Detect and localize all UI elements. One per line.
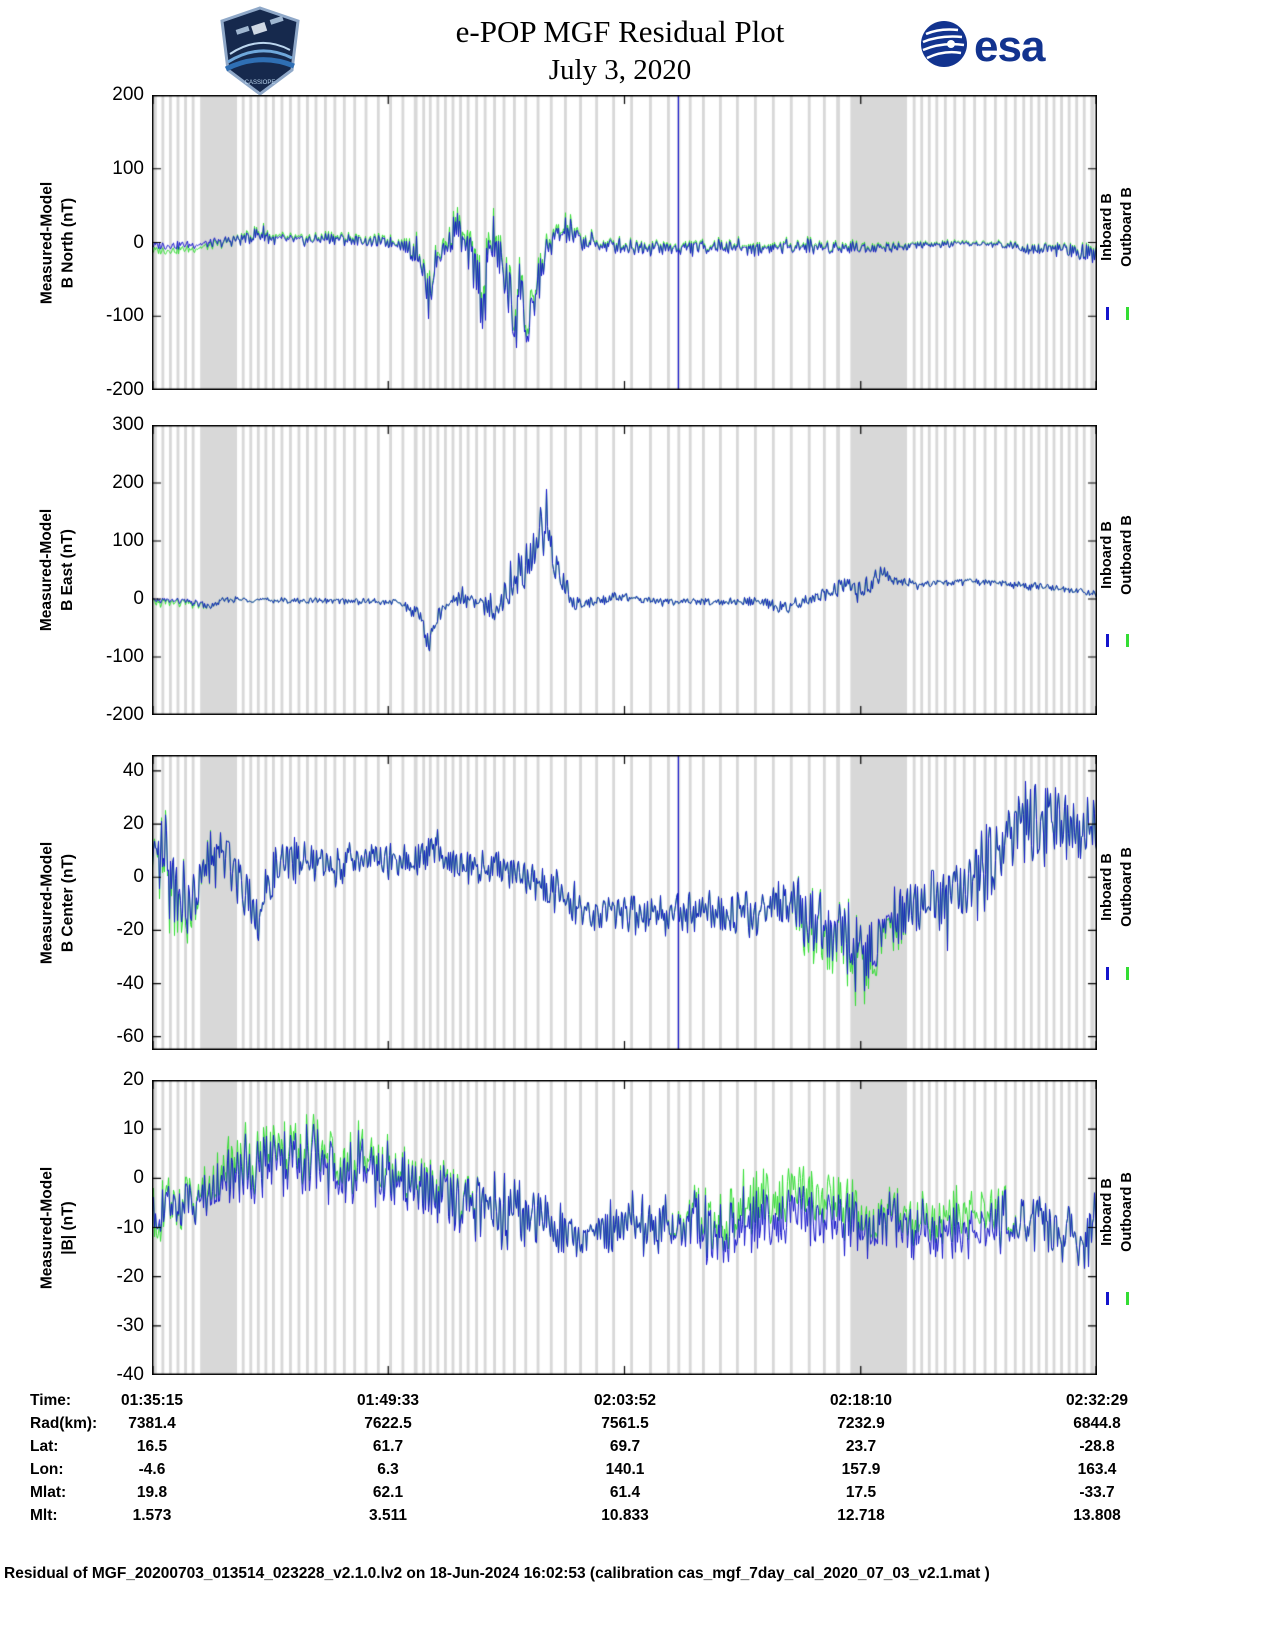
plot-panel-1 [152,425,1097,715]
table-cell: 6844.8 [1073,1415,1121,1432]
y-tick-label: 20 [122,813,144,835]
table-cell: 1.573 [132,1507,172,1524]
table-row-label: Lat: [30,1438,59,1455]
table-cell: 17.5 [845,1484,877,1501]
y-axis-label: Measured-Model B Center (nT) [38,841,76,964]
table-cell: 01:35:15 [120,1392,184,1409]
plot-panel-0 [152,95,1097,390]
plot-title: e-POP MGF Residual Plot [455,14,785,49]
table-cell: 7381.4 [128,1415,176,1432]
esa-logo: esa [920,20,1045,73]
legend-outboard-marker [1126,633,1129,647]
legend-inboard-marker [1106,967,1109,981]
y-tick-label: 200 [112,84,144,105]
table-cell: 61.7 [372,1438,404,1455]
table-cell: 02:18:10 [829,1392,893,1409]
table-row-label: Lon: [30,1461,64,1478]
y-tick-label: -20 [116,1265,144,1287]
y-tick-label: 0 [133,866,144,888]
table-cell: 16.5 [136,1438,168,1455]
y-axis-label: Measured-Model B East (nT) [38,508,76,632]
table-cell: 69.7 [609,1438,641,1455]
table-cell: -28.8 [1079,1438,1115,1455]
legend-inboard-marker [1106,633,1109,647]
table-cell: 23.7 [845,1438,877,1455]
plot-panel-2 [152,755,1097,1050]
table-cell: 01:49:33 [356,1392,420,1409]
y-tick-label: 0 [133,1167,144,1189]
y-tick-label: -40 [116,1364,144,1385]
table-row-label: Rad(km): [30,1415,98,1432]
table-cell: 3.511 [369,1507,407,1524]
y-tick-label: -100 [105,305,144,327]
table-cell: 02:03:52 [593,1392,657,1409]
legend-inboard-label: Inboard B [1099,852,1115,921]
table-row-label: Time: [30,1392,72,1409]
plot-header: e-POP MGF Residual Plot July 3, 2020 [0,14,1240,87]
y-tick-label: 100 [112,157,144,179]
footer-caption: Residual of MGF_20200703_013514_023228_v… [4,1565,990,1582]
legend-outboard-marker [1126,1292,1129,1306]
plot-date: July 3, 2020 [548,54,692,86]
legend-outboard-marker [1126,307,1129,321]
table-cell: 7622.5 [364,1415,412,1432]
table-cell: 6.3 [377,1461,399,1478]
legend-inboard-marker [1106,307,1109,321]
table-cell: 10.833 [601,1507,649,1524]
table-row-label: Mlat: [30,1484,67,1501]
y-axis-label: Measured-Model B North (nT) [38,181,76,304]
y-tick-label: -10 [116,1216,144,1238]
table-cell: -33.7 [1079,1484,1115,1501]
y-tick-label: 300 [112,414,144,435]
y-tick-label: 20 [122,1069,144,1090]
legend-outboard-marker [1126,967,1129,981]
table-cell: 61.4 [609,1484,641,1501]
y-tick-label: 0 [133,588,144,609]
plot-panel-3 [152,1080,1097,1375]
legend-inboard-marker [1106,1292,1109,1306]
y-tick-label: -20 [116,919,144,941]
legend-inboard-label: Inboard B [1099,192,1115,261]
y-tick-label: -40 [116,972,144,994]
table-cell: 62.1 [372,1484,404,1501]
y-tick-label: -200 [105,379,144,400]
legend-outboard-label: Outboard B [1119,186,1135,267]
legend-outboard-label: Outboard B [1119,1171,1135,1252]
legend-inboard-label: Inboard B [1099,520,1115,589]
legend-outboard-label: Outboard B [1119,846,1135,927]
y-tick-label: -30 [116,1314,144,1336]
table-cell: 7232.9 [837,1415,885,1432]
table-cell: 163.4 [1077,1461,1117,1478]
y-tick-label: 200 [112,472,144,493]
y-tick-label: 0 [133,231,144,253]
table-cell: 13.808 [1073,1507,1121,1524]
y-tick-label: -60 [116,1025,144,1047]
table-cell: 12.718 [837,1507,885,1524]
table-row-label: Mlt: [30,1507,58,1524]
svg-text:CASSIOPE: CASSIOPE [245,80,276,86]
y-tick-label: 40 [122,759,144,781]
legend-outboard-label: Outboard B [1119,514,1135,595]
table-cell: -4.6 [138,1461,166,1478]
table-cell: 157.9 [841,1461,881,1478]
y-tick-label: 10 [122,1118,144,1140]
y-tick-label: -200 [105,704,144,725]
esa-wordmark: esa [974,21,1045,71]
y-tick-label: 100 [112,530,144,551]
y-tick-label: -100 [105,646,144,667]
legend-inboard-label: Inboard B [1099,1177,1115,1246]
table-cell: 02:32:29 [1065,1392,1129,1409]
cassiope-mission-patch-icon: CASSIOPE [216,6,304,96]
table-cell: 7561.5 [601,1415,649,1432]
table-cell: 140.1 [605,1461,645,1478]
y-axis-label: Measured-Model |B| (nT) [38,1166,76,1289]
table-cell: 19.8 [136,1484,168,1501]
esa-emblem-icon [920,20,968,73]
